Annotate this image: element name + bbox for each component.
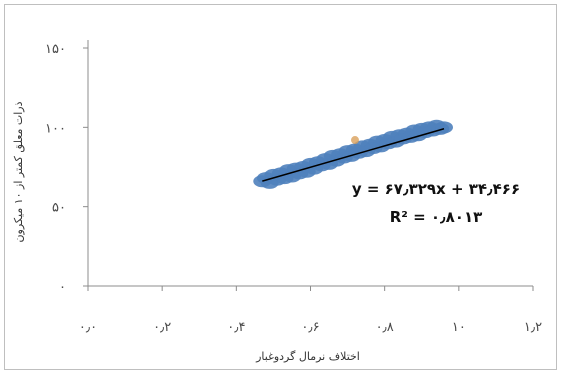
y-tick-label: ۱۰۰ [45,121,66,136]
x-tick-label: ۱٫۲ [524,320,542,335]
chart-frame [4,4,557,370]
x-tick-label: ۰٫۰ [79,320,97,335]
trendline-equation: y = ۶۷٫۳۲۹x + ۳۴٫۴۶۶ [352,180,520,198]
trendline [262,128,445,182]
x-tick-label: ۰٫۶ [301,320,319,335]
data-point-highlight [351,136,359,145]
x-tick-label: ۰٫۴ [227,320,245,335]
plot-area: ۰ ۵۰ ۱۰۰ ۱۵۰ ۰٫۰ ۰٫۲ ۰٫۴ ۰٫۶ ۰٫۸ ۱۰ ۱٫۲ [45,40,542,335]
x-tick-label: ۰٫۲ [153,320,171,335]
r-squared-label: R² = ۰٫۸۰۱۳ [390,208,483,226]
x-axis-label: اختلاف نرمال گردوغبار [255,350,360,363]
y-tick-label: ۱۵۰ [45,42,66,57]
data-point [435,121,453,134]
y-tick-label: ۰ [59,280,66,295]
x-tick-label: ۱۰ [452,320,466,335]
y-axis-label: ذرات معلق کمتر از ۱۰ میکرون [12,101,26,242]
y-tick-label: ۵۰ [52,201,66,216]
x-tick-label: ۰٫۸ [376,320,394,335]
